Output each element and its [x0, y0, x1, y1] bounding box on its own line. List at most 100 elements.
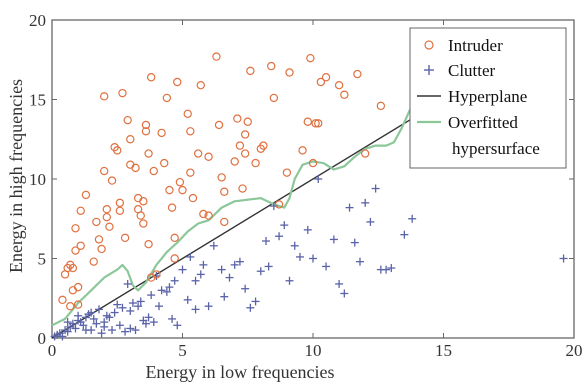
intruder-point-60	[188, 193, 198, 203]
clutter-point-51	[196, 270, 205, 279]
intruder-point-97	[376, 101, 386, 111]
clutter-point-45	[170, 276, 179, 285]
clutter-point-90	[559, 254, 568, 263]
intruder-point-55	[175, 177, 185, 187]
legend-label-hyperplane: Hyperplane	[448, 87, 527, 106]
clutter-point-59	[235, 257, 244, 266]
clutter-point-47	[178, 265, 187, 274]
intruder-point-76	[240, 130, 250, 139]
clutter-point-23	[108, 326, 117, 335]
intruder-point-91	[316, 77, 326, 87]
intruder-point-53	[170, 233, 179, 243]
intruder-point-64	[204, 211, 213, 220]
intruder-point-46	[152, 270, 161, 279]
clutter-point-58	[230, 260, 239, 269]
intruder-point-5	[68, 263, 78, 273]
intruder-point-0	[58, 295, 67, 305]
x-tick-label-1: 5	[178, 341, 187, 360]
intruder-point-72	[233, 114, 242, 123]
chart-marks	[50, 52, 568, 341]
clutter-point-97	[191, 305, 200, 314]
intruder-point-71	[230, 157, 239, 166]
clutter-point-82	[361, 198, 370, 207]
intruder-point-31	[126, 135, 135, 144]
clutter-point-61	[246, 303, 255, 312]
legend-label-hypersurface: Overfitted	[448, 113, 518, 132]
intruder-point-49	[162, 93, 172, 103]
intruder-point-36	[136, 211, 145, 220]
clutter-point-63	[256, 267, 265, 276]
clutter-point-46	[173, 321, 182, 330]
clutter-point-26	[115, 321, 124, 330]
clutter-point-92	[81, 326, 90, 335]
clutter-point-68	[280, 221, 289, 230]
clutter-point-96	[155, 302, 164, 311]
y-tick-label-1: 5	[38, 250, 47, 269]
clutter-point-57	[225, 273, 234, 282]
y-tick-label-3: 15	[29, 91, 46, 110]
clutter-point-32	[131, 326, 140, 335]
clutter-point-86	[382, 265, 391, 274]
intruder-point-8	[66, 302, 75, 311]
clutter-point-33	[134, 302, 143, 311]
intruder-point-90	[314, 119, 323, 128]
intruder-point-84	[274, 200, 284, 209]
clutter-point-49	[186, 252, 195, 261]
intruder-point-66	[212, 52, 221, 61]
clutter-point-16	[89, 314, 98, 323]
clutter-point-15	[87, 308, 96, 317]
y-tick-label-2: 10	[29, 170, 46, 189]
intruder-point-67	[214, 120, 224, 130]
intruder-point-87	[303, 117, 312, 126]
clutter-point-84	[371, 184, 380, 193]
x-tick-label-4: 20	[566, 341, 583, 360]
intruder-point-57	[183, 109, 192, 119]
clutter-point-38	[147, 291, 156, 300]
intruder-point-19	[99, 92, 109, 101]
clutter-point-77	[335, 279, 344, 288]
legend-marker-clutter	[424, 65, 434, 75]
clutter-point-56	[220, 292, 229, 301]
intruder-point-30	[123, 115, 132, 125]
clutter-point-48	[183, 295, 192, 304]
intruder-point-42	[144, 239, 153, 249]
x-axis-label: Energy in low frequencies	[145, 362, 334, 382]
clutter-point-71	[295, 252, 304, 261]
clutter-point-80	[350, 238, 359, 247]
intruder-point-58	[186, 127, 195, 136]
intruder-point-92	[321, 73, 331, 82]
intruder-point-6	[71, 246, 80, 255]
clutter-point-78	[340, 289, 349, 298]
intruder-point-82	[267, 61, 276, 71]
intruder-point-14	[89, 257, 98, 266]
intruder-point-83	[269, 93, 279, 103]
clutter-point-81	[355, 257, 364, 266]
clutter-point-83	[366, 217, 375, 226]
intruder-point-62	[196, 80, 205, 90]
intruder-point-15	[92, 217, 101, 227]
intruder-point-78	[246, 66, 255, 76]
intruder-point-43	[146, 73, 156, 82]
axis-ticks: 0 5 10 15 20 0 5 10 15 20	[29, 11, 583, 360]
clutter-point-41	[157, 286, 166, 295]
y-axis-label: Energy in high frequencies	[6, 79, 26, 273]
intruder-point-99	[282, 168, 292, 177]
clutter-point-70	[290, 241, 299, 250]
clutter-point-66	[269, 202, 278, 211]
clutter-point-17	[92, 319, 101, 328]
clutter-point-65	[264, 262, 273, 271]
clutter-point-74	[314, 175, 323, 183]
intruder-point-73	[235, 141, 245, 150]
clutter-point-11	[79, 321, 88, 330]
intruder-point-28	[118, 88, 127, 98]
intruder-point-89	[311, 119, 320, 128]
clutter-point-31	[128, 299, 137, 308]
intruder-point-40	[141, 127, 151, 136]
intruder-point-59	[186, 168, 195, 177]
intruder-point-25	[113, 146, 122, 155]
legend-label-clutter: Clutter	[448, 61, 496, 80]
clutter-point-3	[58, 332, 67, 341]
intruder-point-85	[285, 68, 294, 77]
intruder-point-7	[73, 300, 83, 309]
intruder-point-88	[306, 53, 315, 63]
